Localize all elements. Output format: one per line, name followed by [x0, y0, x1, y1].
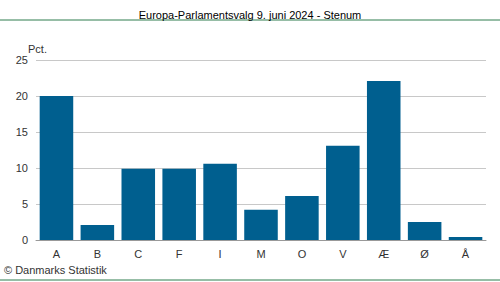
- svg-text:F: F: [176, 248, 183, 260]
- svg-text:0: 0: [22, 234, 28, 246]
- svg-text:Å: Å: [462, 248, 470, 260]
- svg-text:10: 10: [16, 162, 28, 174]
- svg-text:15: 15: [16, 126, 28, 138]
- svg-text:25: 25: [16, 54, 28, 66]
- svg-text:C: C: [134, 248, 142, 260]
- svg-text:Ø: Ø: [420, 248, 429, 260]
- svg-text:5: 5: [22, 198, 28, 210]
- svg-text:20: 20: [16, 90, 28, 102]
- svg-text:A: A: [53, 248, 61, 260]
- svg-text:Europa-Parlamentsvalg 9. juni: Europa-Parlamentsvalg 9. juni 2024 - Ste…: [139, 9, 362, 21]
- svg-text:M: M: [256, 248, 265, 260]
- svg-text:I: I: [219, 248, 222, 260]
- svg-text:Æ: Æ: [378, 248, 389, 260]
- svg-text:O: O: [298, 248, 307, 260]
- svg-text:V: V: [339, 248, 347, 260]
- svg-text:Pct.: Pct.: [28, 43, 47, 55]
- svg-text:B: B: [94, 248, 101, 260]
- svg-text:© Danmarks Statistik: © Danmarks Statistik: [4, 264, 107, 276]
